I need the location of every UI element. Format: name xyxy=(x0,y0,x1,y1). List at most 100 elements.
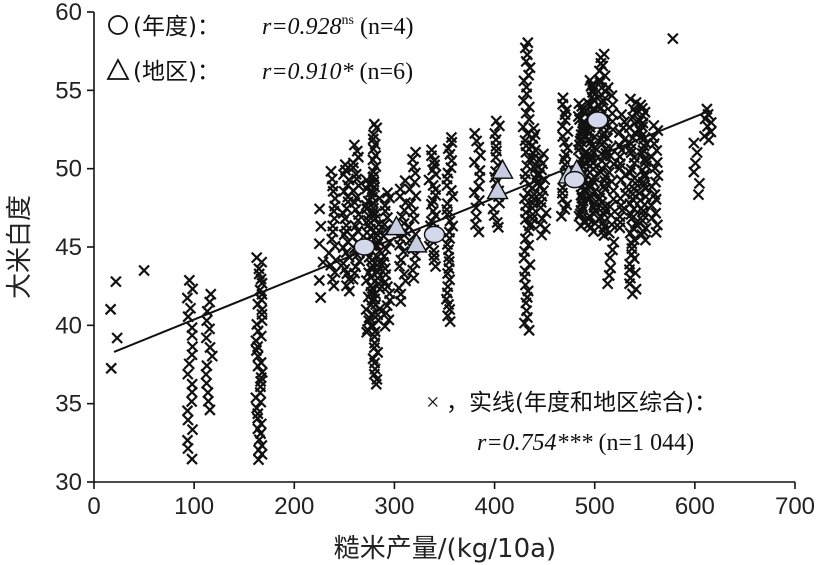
observation-point xyxy=(203,323,216,335)
observation-point xyxy=(201,359,213,372)
observation-point xyxy=(350,168,362,181)
x-tick-label: 200 xyxy=(274,493,314,520)
legend-pooled-label: ，实线(年度和地区综合)： xyxy=(446,390,717,416)
observation-point xyxy=(255,330,268,342)
observation-point xyxy=(528,122,540,135)
observation-point xyxy=(518,317,531,329)
observation-point xyxy=(470,210,483,223)
regional-mean-marker xyxy=(405,232,428,253)
observation-point xyxy=(181,292,194,304)
observation-point xyxy=(441,310,454,322)
regression-line xyxy=(113,109,711,353)
observation-point xyxy=(524,61,536,74)
observation-point xyxy=(522,285,534,297)
observation-point xyxy=(351,145,364,157)
observation-point xyxy=(473,226,485,238)
observation-point xyxy=(517,94,530,107)
observation-point xyxy=(625,163,638,176)
observation-point xyxy=(379,199,391,212)
regional-mean-marker xyxy=(491,158,514,179)
observation-point xyxy=(204,404,216,416)
observation-point xyxy=(523,113,535,126)
observation-point xyxy=(368,118,381,130)
observation-point xyxy=(427,205,440,218)
observation-point xyxy=(105,362,117,375)
observation-point xyxy=(534,179,547,192)
legend-regional-n: (n=6) xyxy=(360,59,414,85)
observation-point xyxy=(186,453,198,465)
observation-point xyxy=(441,197,454,210)
observation-point xyxy=(626,242,638,255)
observation-point xyxy=(255,418,268,430)
observation-point xyxy=(625,143,637,155)
mean-markers xyxy=(353,111,609,256)
x-tick-label: 600 xyxy=(675,493,715,520)
observation-point xyxy=(181,405,194,417)
observation-point xyxy=(407,206,420,218)
annual-mean-marker xyxy=(423,225,446,244)
y-axis-title: 大米白度 xyxy=(5,195,35,299)
observation-point xyxy=(369,149,382,162)
observation-point xyxy=(691,146,703,159)
observation-point xyxy=(399,174,411,187)
observation-point xyxy=(398,268,411,281)
observation-point xyxy=(442,142,455,155)
legend-pooled-r: r=0.754*** xyxy=(477,430,593,456)
observation-point xyxy=(626,212,638,225)
observation-point xyxy=(250,402,263,414)
y-tick-label: 35 xyxy=(55,391,82,418)
observation-point xyxy=(406,264,419,276)
observation-point xyxy=(394,183,407,195)
observation-point xyxy=(254,375,267,388)
legend-annual-r: r=0.928 xyxy=(262,14,342,40)
observation-point xyxy=(186,378,198,390)
observation-point xyxy=(560,199,573,211)
observation-point xyxy=(536,212,548,225)
observation-point xyxy=(367,352,379,365)
observation-point xyxy=(639,153,651,165)
x-tick-label: 700 xyxy=(775,493,815,520)
observation-point xyxy=(473,194,486,207)
observation-point xyxy=(588,201,600,214)
observation-point xyxy=(649,176,662,188)
observation-point xyxy=(688,137,700,149)
observation-point xyxy=(378,218,391,231)
y-tick-label: 55 xyxy=(55,77,82,104)
observation-point xyxy=(111,332,123,344)
observation-point xyxy=(313,274,326,287)
observation-point xyxy=(490,115,503,127)
observation-point xyxy=(252,453,265,466)
observation-point xyxy=(381,187,394,199)
observation-point xyxy=(186,423,199,436)
observation-point xyxy=(705,116,717,129)
observation-point xyxy=(473,141,485,154)
observation-point xyxy=(314,291,327,304)
observation-point xyxy=(521,48,534,61)
observation-point xyxy=(250,251,263,264)
observation-point xyxy=(406,153,419,166)
x-axis-title: 糙米产量/(kg/10a) xyxy=(334,534,556,564)
observation-point xyxy=(255,356,267,369)
observation-point xyxy=(202,386,214,399)
observation-point xyxy=(693,177,706,190)
observation-point xyxy=(186,340,199,353)
observation-point xyxy=(637,209,650,221)
observation-point xyxy=(533,153,546,166)
observation-point xyxy=(634,99,647,111)
observation-point xyxy=(338,185,350,198)
observation-point xyxy=(443,226,456,238)
observation-point xyxy=(368,341,381,354)
observation-point xyxy=(603,227,615,239)
observation-point xyxy=(367,128,380,141)
observation-point xyxy=(689,157,702,169)
legend-cross-icon: × xyxy=(426,390,440,416)
observation-point xyxy=(648,119,660,132)
observation-point xyxy=(349,261,362,273)
svg-text:r=0.754***(n=1 044): r=0.754*** (n=1 044) xyxy=(477,430,694,456)
observation-point xyxy=(649,207,662,219)
regional-mean-marker xyxy=(486,179,509,200)
observation-point xyxy=(200,332,213,344)
observation-point xyxy=(614,210,626,223)
observation-point xyxy=(253,262,265,275)
observation-point xyxy=(650,144,663,157)
